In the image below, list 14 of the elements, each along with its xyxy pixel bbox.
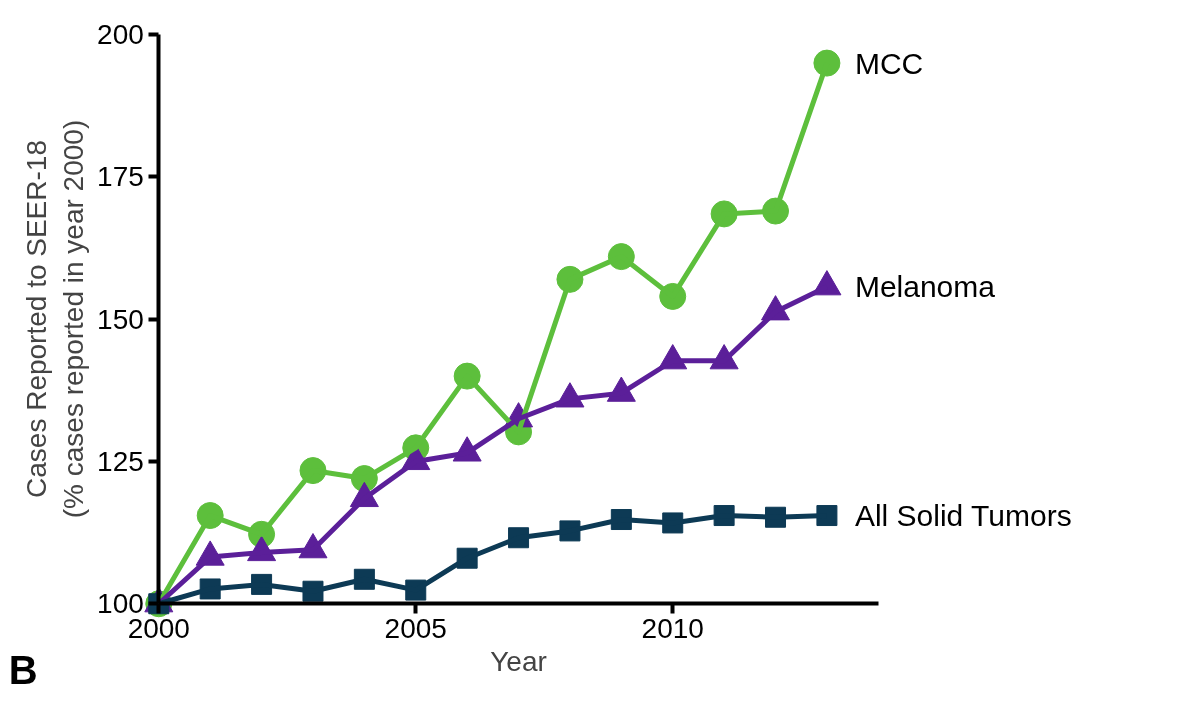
x-tick-label: 2010 bbox=[641, 612, 704, 644]
y-tick-label: 175 bbox=[97, 161, 144, 193]
y-tick-label: 125 bbox=[97, 445, 144, 477]
point bbox=[813, 49, 841, 77]
series-label: MCC bbox=[854, 46, 924, 80]
y-axis-title: Cases Reported to SEER-18 (% cases reported in year 2000) bbox=[20, 119, 89, 519]
text: B bbox=[8, 647, 38, 692]
series-label: Melanoma bbox=[854, 270, 996, 304]
point bbox=[816, 505, 838, 527]
x-axis-title: Year bbox=[490, 645, 547, 677]
y-tick-label: 150 bbox=[97, 303, 144, 335]
x-tick-label: 2005 bbox=[384, 612, 447, 644]
series-label: All Solid Tumors bbox=[854, 499, 1072, 533]
y-tick-label: 200 bbox=[97, 19, 144, 51]
